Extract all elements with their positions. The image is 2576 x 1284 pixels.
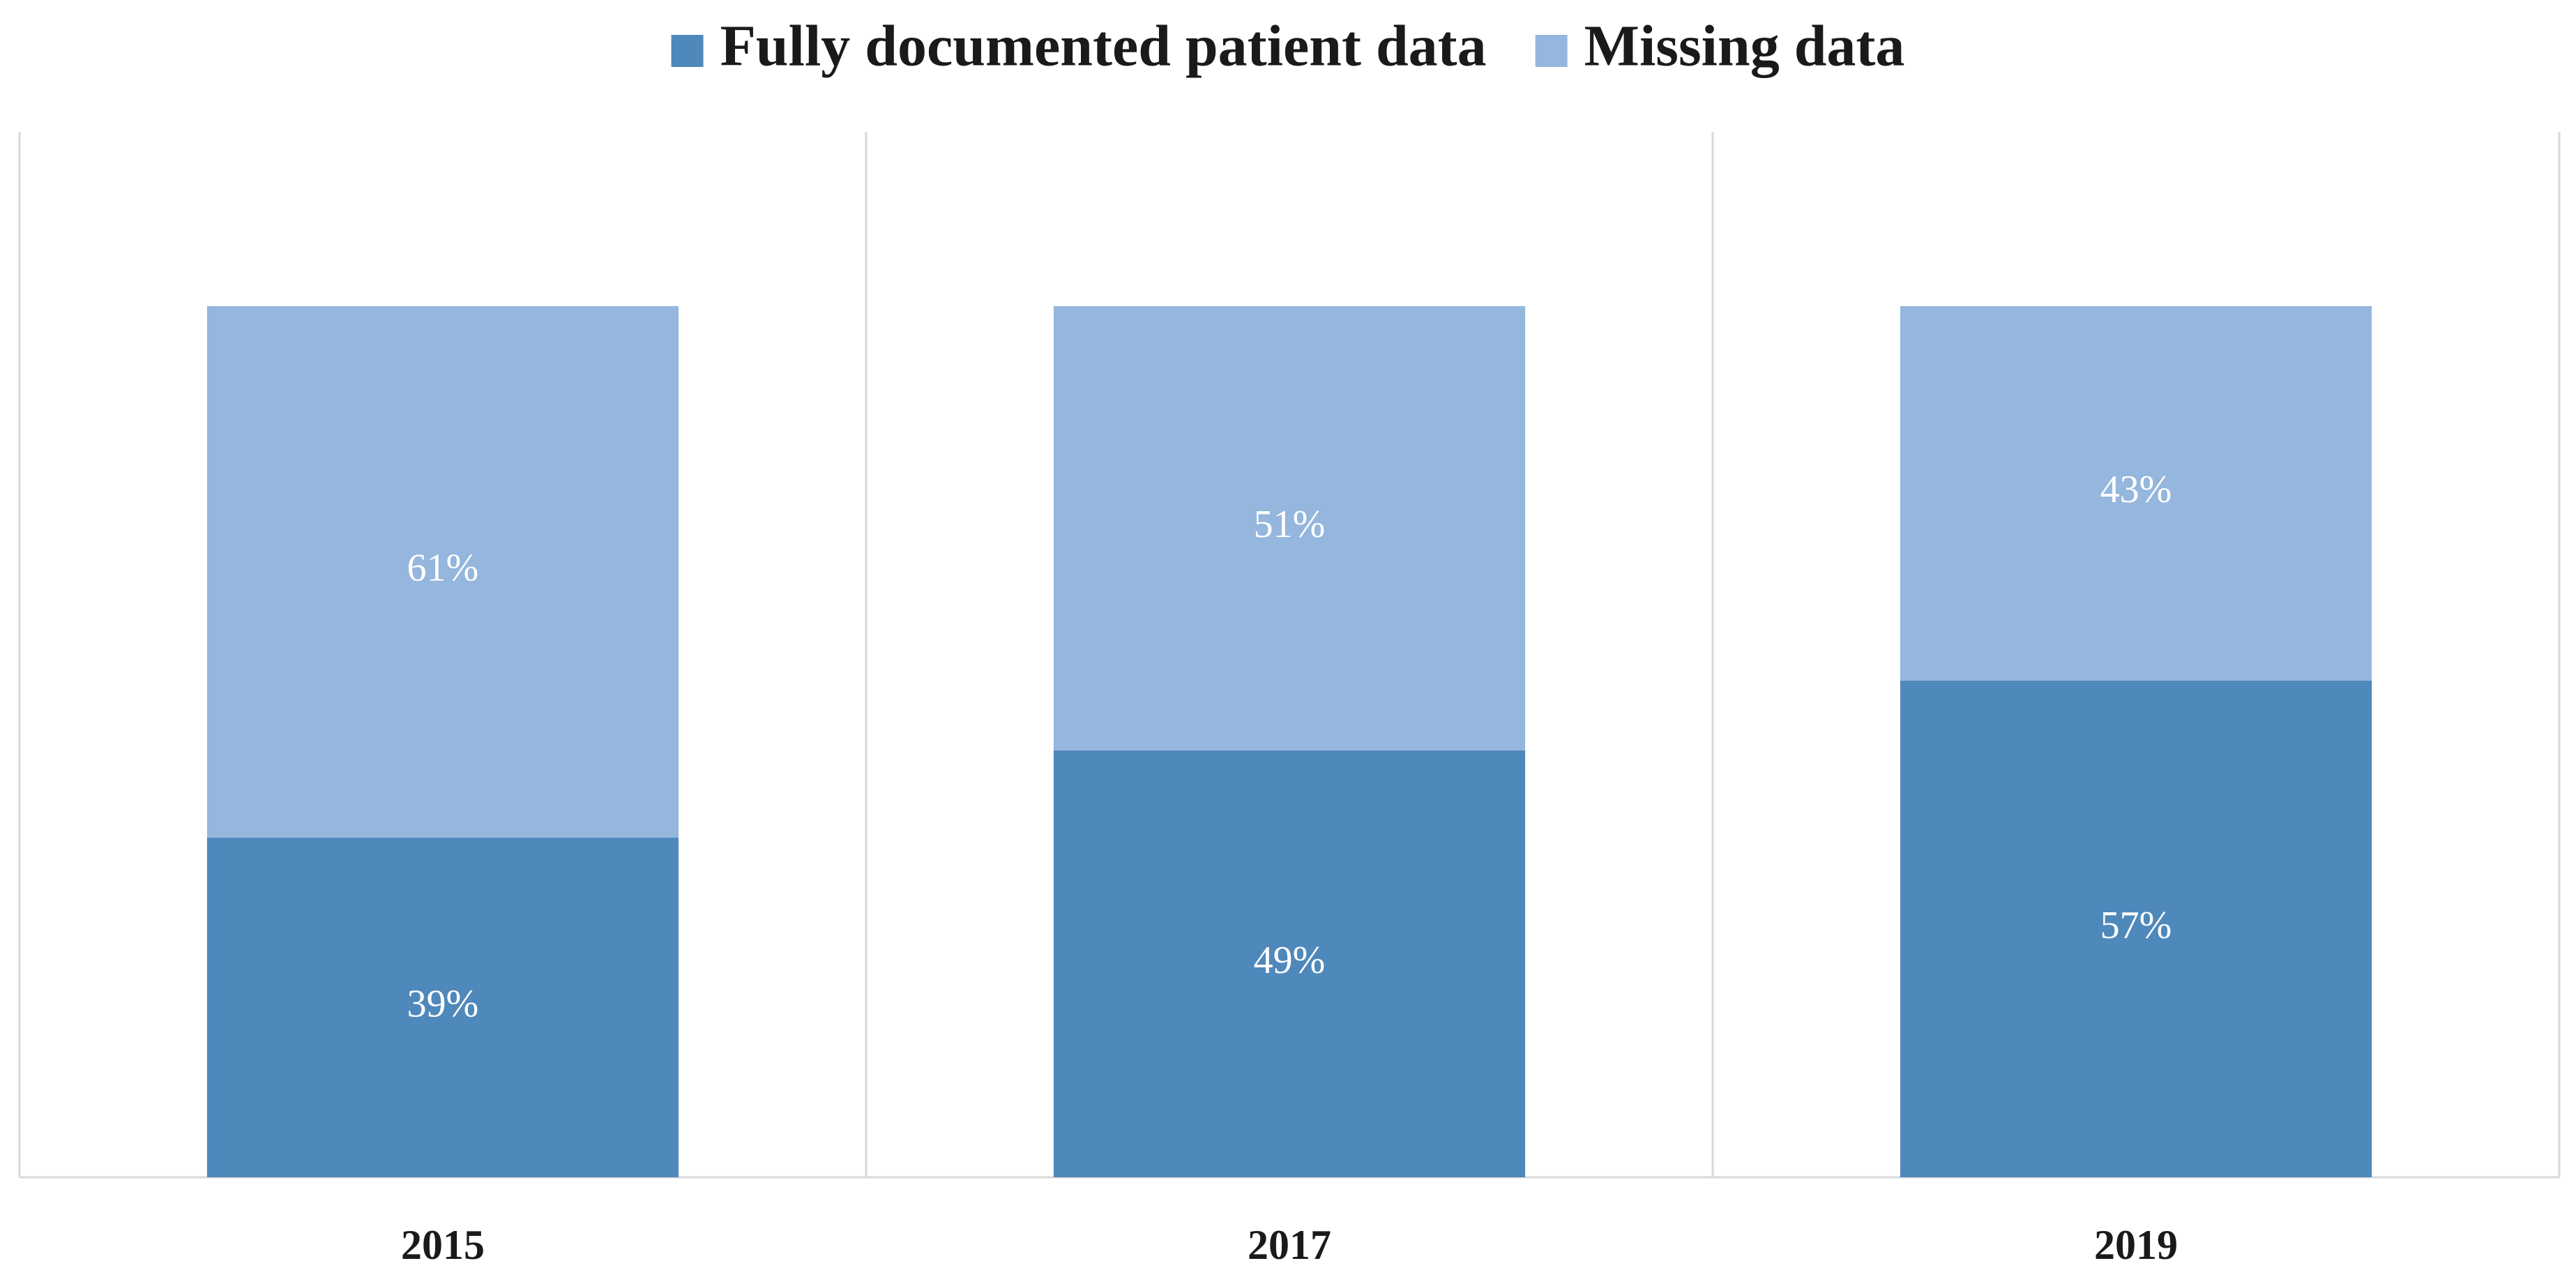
x-tick-label: 2019 — [2094, 1222, 2178, 1268]
legend-swatch — [1535, 35, 1568, 67]
bar-segment — [1900, 305, 2372, 681]
data-label: 61% — [407, 547, 479, 590]
bar-segment — [206, 837, 679, 1177]
x-tick-label: 2017 — [1248, 1222, 1331, 1268]
bar-segment — [1900, 680, 2372, 1177]
data-label: 43% — [2100, 468, 2172, 511]
data-label: 39% — [407, 982, 479, 1025]
data-label: 49% — [1254, 939, 1326, 982]
bar-segment — [1053, 305, 1526, 750]
x-tick-label: 2015 — [401, 1222, 485, 1268]
data-label: 57% — [2100, 904, 2172, 947]
bar-segment — [206, 305, 679, 838]
bar-segment — [1053, 750, 1526, 1177]
data-label: 51% — [1254, 503, 1326, 546]
legend-label: Missing data — [1584, 13, 1905, 78]
legend-swatch — [671, 35, 704, 67]
legend-label: Fully documented patient data — [720, 13, 1487, 78]
